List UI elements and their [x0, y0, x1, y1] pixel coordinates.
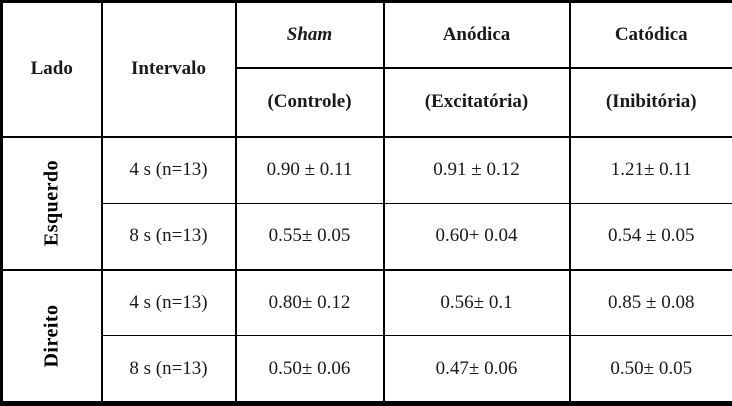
header-catodica-sub: (Inibitória) — [570, 68, 732, 137]
side-label-esquerdo-cell: Esquerdo — [2, 137, 102, 270]
value-catodica: 0.50± 0.05 — [570, 336, 732, 404]
header-sham-sub-label: (Controle) — [267, 91, 351, 112]
value-catodica: 1.21± 0.11 — [570, 137, 732, 204]
header-anodica-sub: (Excitatória) — [384, 68, 570, 137]
header-catodica: Catódica — [570, 2, 732, 68]
side-label-direito: Direito — [40, 304, 63, 367]
interval-cell: 4 s (n=13) — [102, 137, 236, 204]
table-row-esquerdo-8s: 8 s (n=13) 0.55± 0.05 0.60+ 0.04 0.54 ± … — [2, 204, 732, 270]
header-intervalo: Intervalo — [102, 2, 236, 137]
value-catodica: 0.54 ± 0.05 — [570, 204, 732, 270]
interval-cell: 8 s (n=13) — [102, 204, 236, 270]
header-sham: Sham — [236, 2, 384, 68]
header-lado: Lado — [2, 2, 102, 137]
header-row-top: Lado Intervalo Sham Anódica Catódica — [2, 2, 732, 68]
value-anodica: 0.60+ 0.04 — [384, 204, 570, 270]
value-sham: 0.50± 0.06 — [236, 336, 384, 404]
table-row-direito-4s: Direito 4 s (n=13) 0.80± 0.12 0.56± 0.1 … — [2, 270, 732, 336]
interval-cell: 8 s (n=13) — [102, 336, 236, 404]
side-label-esquerdo: Esquerdo — [40, 160, 63, 246]
value-sham: 0.80± 0.12 — [236, 270, 384, 336]
table-row-direito-8s: 8 s (n=13) 0.50± 0.06 0.47± 0.06 0.50± 0… — [2, 336, 732, 404]
header-anodica-label: Anódica — [443, 24, 511, 45]
header-sham-sub: (Controle) — [236, 68, 384, 137]
header-anodica-sub-label: (Excitatória) — [425, 91, 528, 112]
value-catodica: 0.85 ± 0.08 — [570, 270, 732, 336]
header-anodica: Anódica — [384, 2, 570, 68]
header-catodica-label: Catódica — [615, 24, 688, 45]
value-anodica: 0.91 ± 0.12 — [384, 137, 570, 204]
table-row-esquerdo-4s: Esquerdo 4 s (n=13) 0.90 ± 0.11 0.91 ± 0… — [2, 137, 732, 204]
value-anodica: 0.47± 0.06 — [384, 336, 570, 404]
value-sham: 0.90 ± 0.11 — [236, 137, 384, 204]
header-catodica-sub-label: (Inibitória) — [606, 91, 697, 112]
interval-cell: 4 s (n=13) — [102, 270, 236, 336]
side-label-direito-cell: Direito — [2, 270, 102, 404]
header-intervalo-label: Intervalo — [131, 58, 206, 79]
header-sham-label: Sham — [287, 24, 332, 45]
header-lado-label: Lado — [31, 58, 73, 79]
value-anodica: 0.56± 0.1 — [384, 270, 570, 336]
value-sham: 0.55± 0.05 — [236, 204, 384, 270]
